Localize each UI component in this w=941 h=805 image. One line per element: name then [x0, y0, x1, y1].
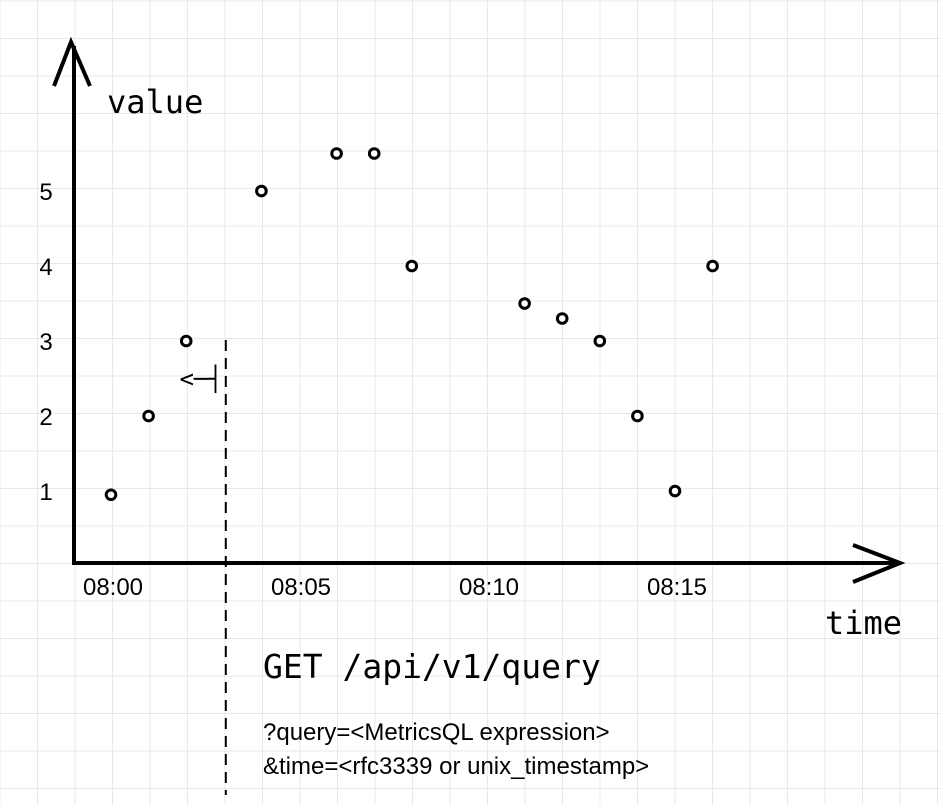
data-point	[330, 147, 343, 160]
y-axis-arrow-icon	[52, 36, 92, 87]
x-tick-label: 08:05	[271, 574, 331, 601]
data-point	[179, 334, 193, 348]
data-point	[255, 184, 268, 198]
x-axis-label: time	[825, 604, 902, 642]
y-axis-label: value	[107, 83, 203, 121]
data-point	[668, 484, 682, 498]
request-line: GET /api/v1/query	[263, 647, 601, 686]
data-point	[631, 409, 644, 423]
x-tick-labels: 08:00 08:05 08:10 08:15	[83, 574, 707, 601]
data-point	[518, 297, 531, 310]
y-tick-label: 3	[39, 329, 52, 356]
data-point	[104, 488, 118, 502]
y-tick-label: 4	[39, 254, 52, 281]
x-axis-arrow-icon	[852, 543, 906, 584]
y-tick-labels: 1 2 3 4 5	[39, 179, 52, 506]
data-point	[405, 259, 419, 273]
data-point	[555, 312, 569, 325]
x-tick-label: 08:00	[83, 574, 143, 601]
y-tick-label: 5	[39, 179, 52, 206]
y-tick-label: 1	[39, 479, 52, 506]
x-tick-label: 08:10	[459, 574, 519, 601]
axes	[52, 36, 906, 584]
data-point	[142, 409, 155, 423]
query-param: ?query=<MetricsQL expression>	[263, 719, 610, 746]
data-point	[706, 259, 719, 273]
lookback-marker: <─┤	[179, 364, 222, 393]
x-tick-label: 08:15	[647, 574, 707, 601]
time-param: &time=<rfc3339 or unix_timestamp>	[263, 753, 649, 780]
data-points	[104, 147, 719, 502]
data-point	[367, 147, 381, 160]
y-tick-label: 2	[39, 404, 52, 431]
data-point	[593, 334, 607, 348]
